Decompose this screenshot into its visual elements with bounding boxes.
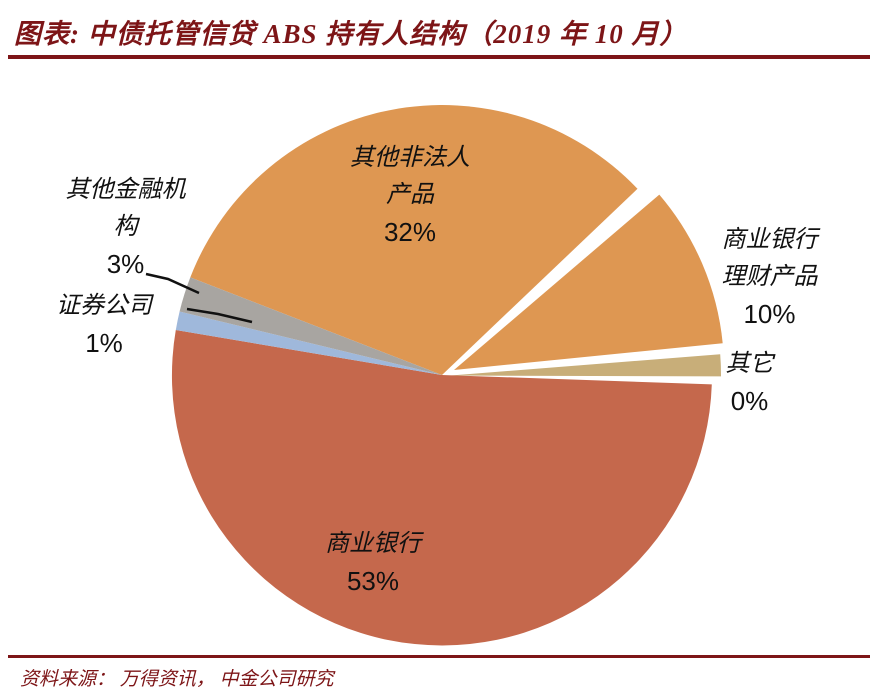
label-other-nonlegal-products: 其他非法人 产品 32% bbox=[295, 140, 525, 251]
pie-slice-other-nonlegal-products bbox=[190, 105, 638, 375]
label-securities-companies: 证券公司 1% bbox=[18, 288, 190, 362]
leader-line-other-financial bbox=[145, 272, 200, 295]
label-line: 其他金融机 bbox=[65, 177, 186, 203]
label-line: 其他非法人 bbox=[350, 145, 470, 171]
label-percent: 3% bbox=[106, 249, 145, 279]
label-percent: 53% bbox=[346, 566, 400, 596]
pie-slice-bank-wealth-products bbox=[454, 194, 723, 370]
leader-line-securities bbox=[186, 307, 253, 324]
label-line: 商业银行 bbox=[721, 227, 818, 253]
label-percent: 32% bbox=[383, 217, 437, 247]
caption-underline bbox=[8, 55, 870, 59]
label-line: 构 bbox=[113, 214, 138, 240]
label-line: 商业银行 bbox=[325, 531, 421, 557]
footer-rule bbox=[8, 655, 870, 658]
label-percent: 1% bbox=[85, 328, 123, 358]
source-note: 资料来源： 万得资讯， 中金公司研究 bbox=[20, 669, 334, 690]
label-line: 理财产品 bbox=[721, 264, 818, 290]
label-percent: 10% bbox=[743, 299, 796, 329]
label-others: 其它 0% bbox=[692, 346, 807, 420]
label-line: 证券公司 bbox=[56, 293, 152, 319]
label-line: 其它 bbox=[725, 351, 774, 377]
label-line: 产品 bbox=[386, 182, 434, 208]
label-percent: 0% bbox=[730, 386, 769, 416]
label-bank-wealth-products: 商业银行 理财产品 10% bbox=[672, 222, 867, 333]
pie-slice-others bbox=[451, 354, 722, 377]
pie-slice-securities-companies bbox=[175, 311, 443, 375]
pie-slice-commercial-banks bbox=[171, 330, 712, 646]
label-other-financial-institutions: 其他金融机 构 3% bbox=[28, 172, 223, 283]
label-commercial-banks: 商业银行 53% bbox=[278, 526, 468, 600]
pie-slices bbox=[171, 105, 723, 646]
chart-caption: 图表: 中债托管信贷 ABS 持有人结构（2019 年 10 月） bbox=[14, 19, 688, 49]
pie-slice-other-financial-institutions bbox=[179, 277, 442, 375]
